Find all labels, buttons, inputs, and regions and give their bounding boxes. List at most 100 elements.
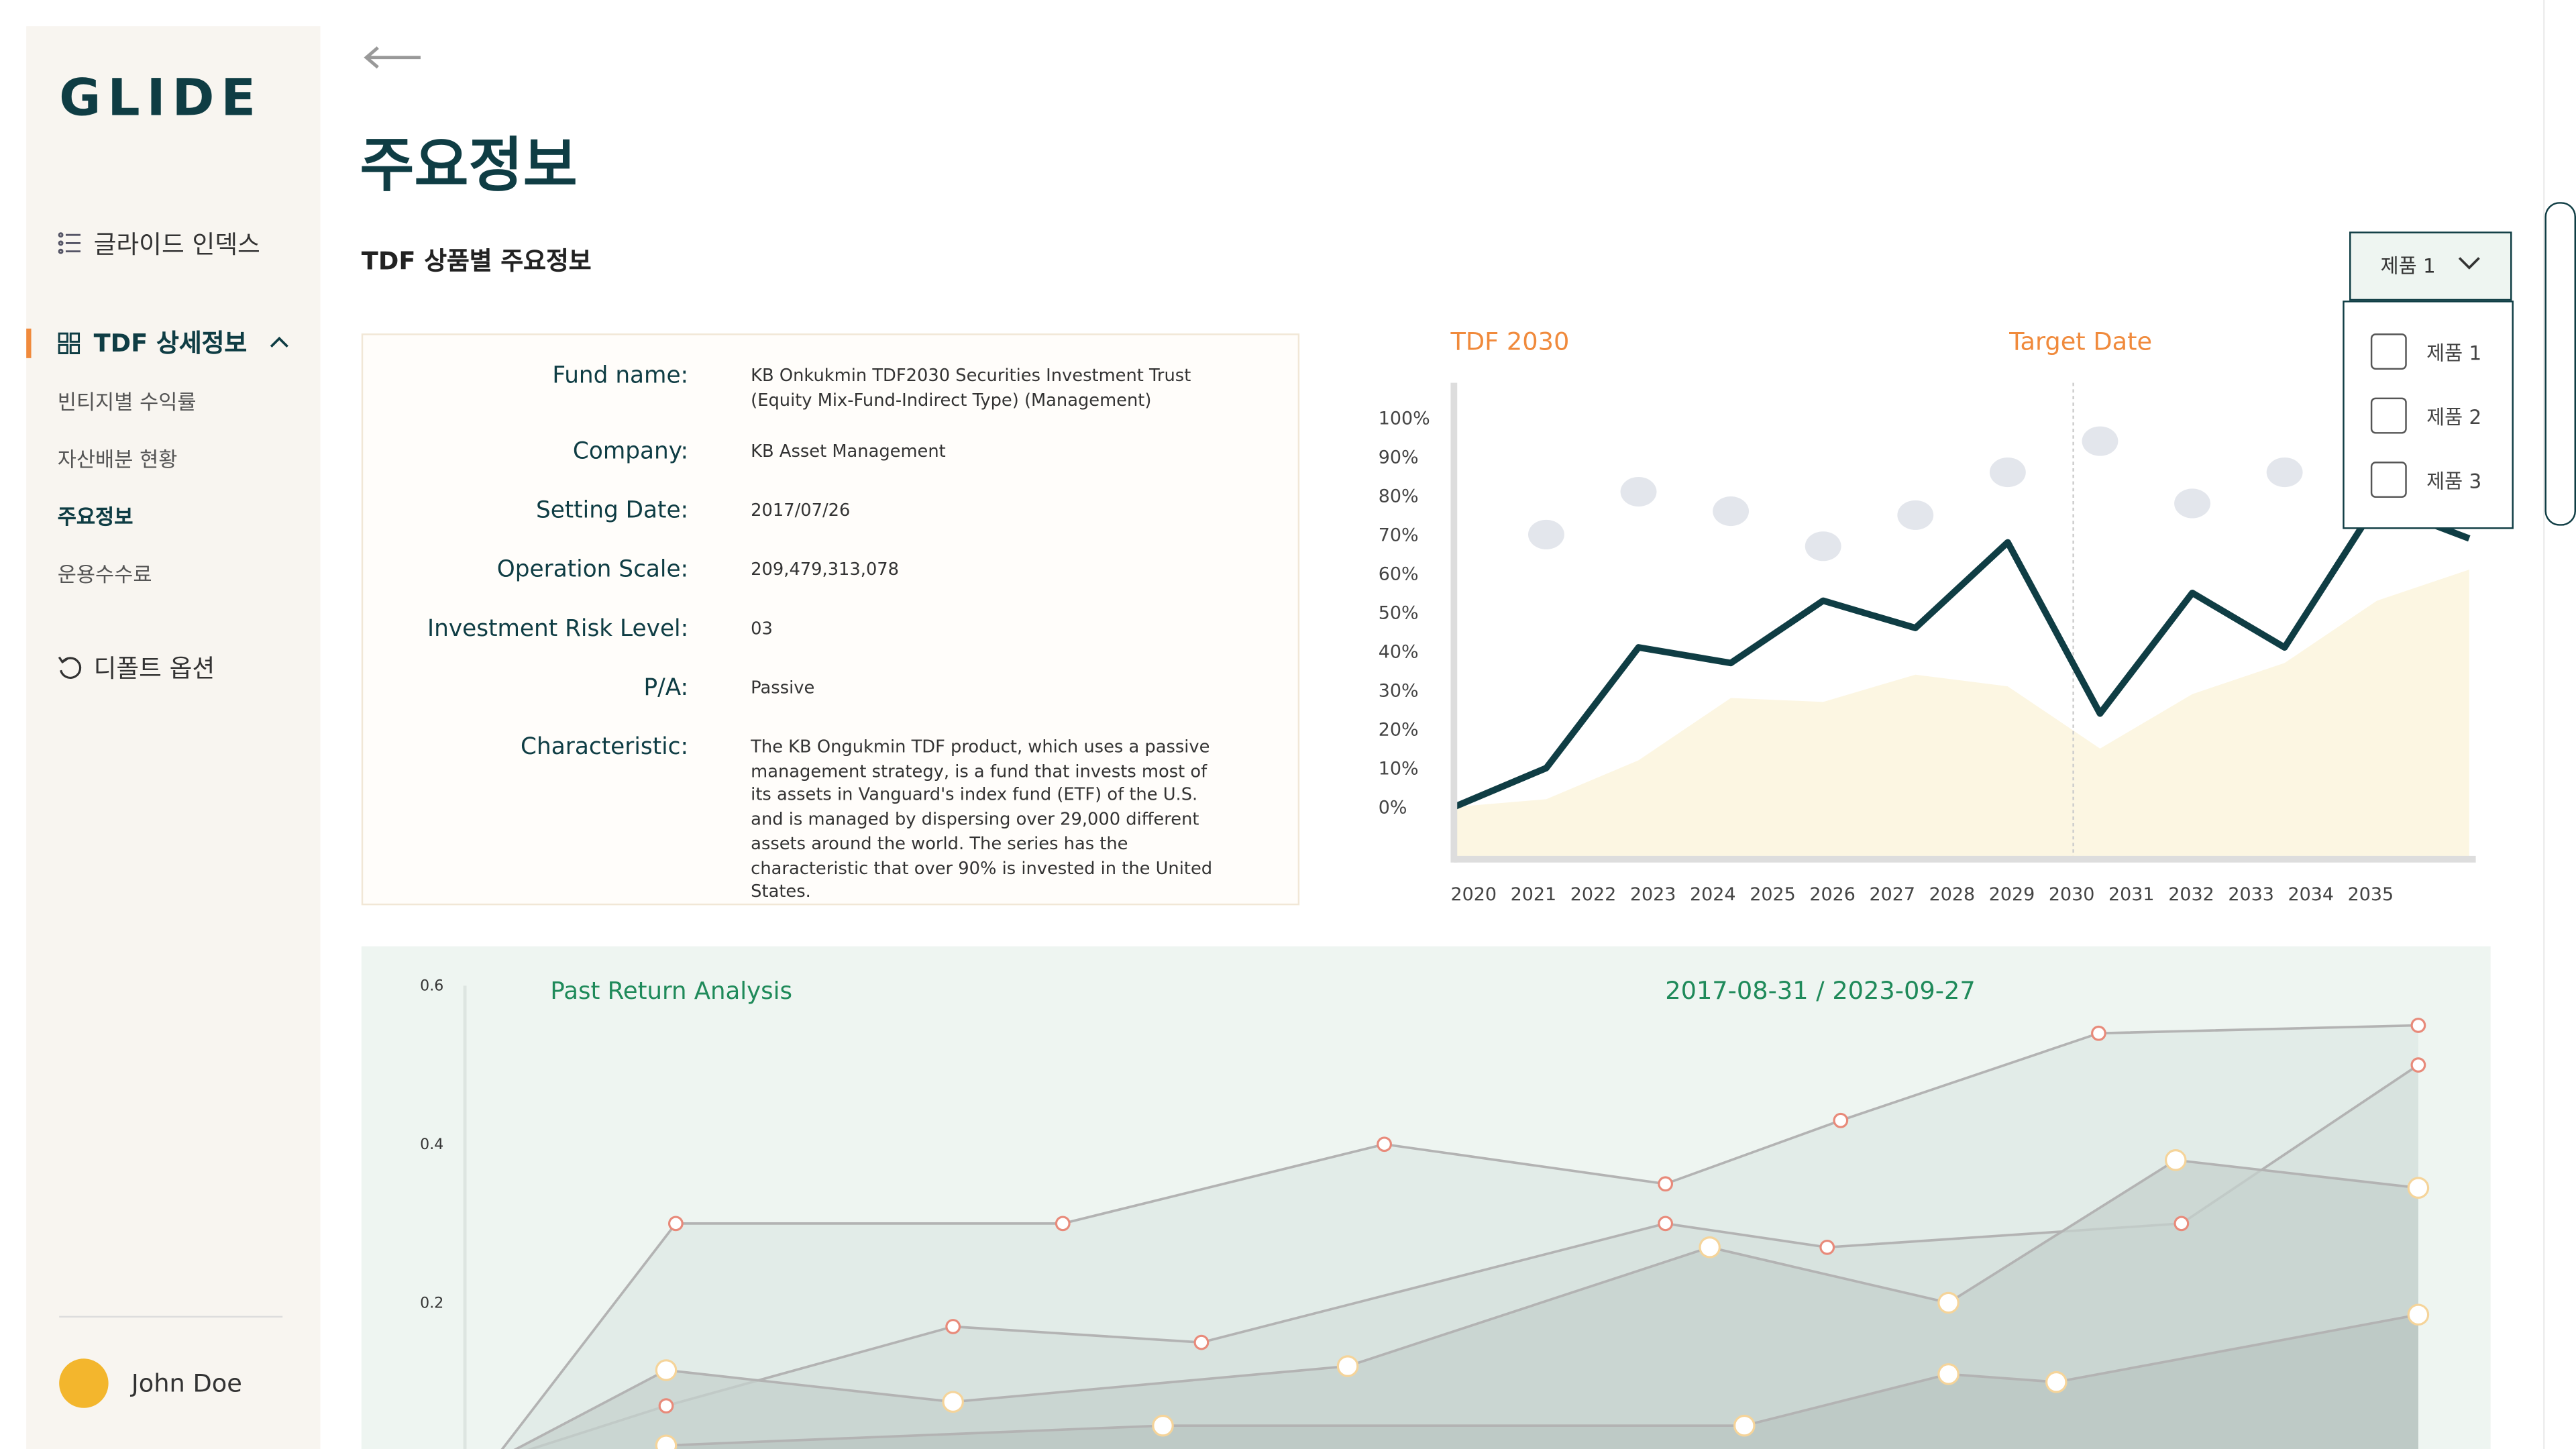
submenu-item[interactable]: 운용수수료 <box>57 561 152 587</box>
info-value: 03 <box>751 619 773 639</box>
reset-icon <box>58 656 82 679</box>
active-indicator <box>26 328 32 358</box>
avatar[interactable] <box>59 1358 109 1408</box>
x-tick-label: 2025 <box>1750 884 1796 905</box>
y-tick-label: 0% <box>1379 798 1407 818</box>
y-tick-label: 0.6 <box>420 978 443 995</box>
user-name[interactable]: John Doe <box>131 1368 242 1399</box>
back-arrow[interactable] <box>363 44 422 70</box>
x-tick-label: 2020 <box>1450 884 1497 905</box>
x-tick-label: 2022 <box>1570 884 1617 905</box>
info-label: Operation Scale: <box>496 557 689 584</box>
info-label: Characteristic: <box>521 734 689 761</box>
y-tick-label: 10% <box>1379 759 1419 780</box>
line <box>513 1159 2419 1449</box>
point <box>2164 1149 2187 1171</box>
logo[interactable]: GLIDE <box>59 68 262 129</box>
point <box>2407 1177 2430 1199</box>
checkbox[interactable] <box>2370 397 2407 434</box>
y-tick-label: 40% <box>1379 642 1419 663</box>
chevron-up[interactable] <box>270 335 289 349</box>
point <box>1658 1176 1674 1192</box>
info-value: KB Asset Management <box>751 441 946 462</box>
page-subtitle: TDF 상품별 주요정보 <box>361 246 592 276</box>
point <box>1152 1414 1174 1437</box>
point <box>942 1391 964 1413</box>
x-tick-label: 2024 <box>1690 884 1736 905</box>
x-tick-label: 2030 <box>2049 884 2095 905</box>
info-value: The KB Ongukmin TDF product, which uses … <box>751 737 1213 903</box>
dot <box>2266 458 2303 488</box>
area <box>666 1314 2418 1449</box>
line <box>665 1313 2419 1447</box>
x-tick-label: 2031 <box>2108 884 2155 905</box>
y-tick-label: 60% <box>1379 564 1419 585</box>
area <box>1454 570 2469 858</box>
y-tick-label: 50% <box>1379 603 1419 624</box>
point <box>655 1434 678 1449</box>
dropdown-selected: 제품 1 <box>2380 254 2436 278</box>
dropdown-button[interactable] <box>2349 231 2512 301</box>
x-tick-label: 2028 <box>1929 884 1976 905</box>
divider <box>59 1316 283 1318</box>
info-label: Investment Risk Level: <box>427 616 689 643</box>
point <box>1833 1112 1849 1128</box>
chevron-down[interactable] <box>2458 256 2481 271</box>
scrollbar-thumb[interactable] <box>2544 202 2576 526</box>
point <box>1819 1239 1835 1255</box>
line <box>1452 500 2471 810</box>
point <box>658 1398 674 1414</box>
submenu-item[interactable]: 주요정보 <box>57 504 133 529</box>
y-tick-label: 0.2 <box>420 1295 443 1311</box>
x-tick-label: 2021 <box>1511 884 1557 905</box>
x-tick-label: 2035 <box>2348 884 2394 905</box>
info-label: Fund name: <box>552 363 689 390</box>
dot <box>1713 496 1750 527</box>
menu-item[interactable]: 디폴트 옵션 <box>93 653 215 684</box>
point <box>2407 1303 2430 1326</box>
line <box>500 1024 2418 1449</box>
info-label: P/A: <box>643 675 689 702</box>
grid-icon <box>58 332 80 355</box>
point <box>655 1359 678 1381</box>
point <box>667 1216 684 1232</box>
point <box>1699 1236 1721 1258</box>
submenu-item[interactable]: 빈티지별 수익률 <box>57 389 197 415</box>
checkbox[interactable] <box>2370 333 2407 370</box>
dot <box>2174 488 2210 519</box>
dot <box>1897 500 1934 530</box>
y-tick-label: 0.4 <box>420 1136 443 1153</box>
checkbox[interactable] <box>2370 462 2407 498</box>
point <box>2045 1371 2068 1393</box>
y-tick-label: 30% <box>1379 681 1419 702</box>
info-value: KB Onkukmin TDF2030 Securities Investmen… <box>751 366 1191 411</box>
dot <box>1620 477 1657 507</box>
point <box>2410 1018 2426 1033</box>
x-tick-label: 2034 <box>2288 884 2334 905</box>
menu-item[interactable]: 글라이드 인덱스 <box>93 229 260 260</box>
submenu-item[interactable]: 자산배분 현황 <box>57 447 178 472</box>
page-title: 주요정보 <box>360 133 578 201</box>
chart-title: Past Return Analysis <box>550 977 792 1005</box>
point <box>2174 1216 2190 1232</box>
list-icon <box>58 232 81 254</box>
y-tick-label: 20% <box>1379 720 1419 741</box>
x-tick-label: 2029 <box>1989 884 2035 905</box>
info-label: Setting Date: <box>535 498 689 525</box>
point <box>1733 1414 1756 1437</box>
option-label[interactable]: 제품 1 <box>2426 341 2482 365</box>
dot <box>2082 426 2118 456</box>
point <box>1937 1291 1960 1314</box>
y-tick-label: 90% <box>1379 447 1419 468</box>
option-label[interactable]: 제품 3 <box>2426 470 2482 493</box>
option-label[interactable]: 제품 2 <box>2426 405 2482 429</box>
x-tick-label: 2032 <box>2168 884 2214 905</box>
annotation: 2017-08-31 / 2023-09-27 <box>1665 976 1975 1005</box>
point <box>945 1319 961 1334</box>
dot <box>1989 458 2026 488</box>
menu-item[interactable]: TDF 상세정보 <box>93 328 248 358</box>
info-value: 2017/07/26 <box>751 500 851 521</box>
